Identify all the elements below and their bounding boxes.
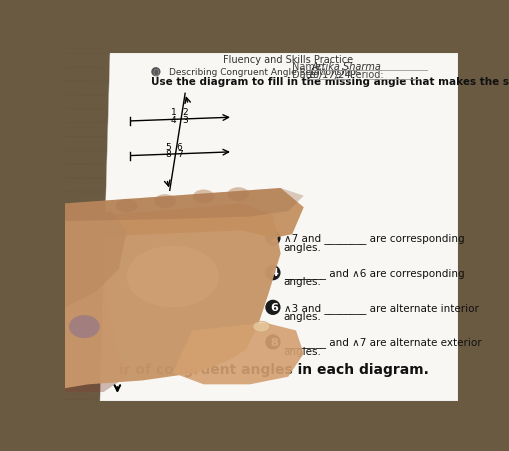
Text: Use the diagram to fill in the missing angle that makes the sentence true.: Use the diagram to fill in the missing a… bbox=[151, 77, 509, 87]
Text: ________ and ∧7 are alternate exterior: ________ and ∧7 are alternate exterior bbox=[283, 336, 480, 347]
Polygon shape bbox=[65, 189, 303, 239]
Text: 2: 2 bbox=[182, 108, 187, 117]
Text: ∧7 and ________ are corresponding: ∧7 and ________ are corresponding bbox=[283, 233, 463, 244]
Text: 10/17/24: 10/17/24 bbox=[307, 70, 351, 80]
Circle shape bbox=[114, 216, 127, 230]
Ellipse shape bbox=[227, 188, 248, 202]
Text: ∧3 and ________ are alternate interior: ∧3 and ________ are alternate interior bbox=[283, 302, 477, 313]
Circle shape bbox=[266, 301, 279, 315]
Polygon shape bbox=[173, 323, 303, 385]
Text: Artika Sharma: Artika Sharma bbox=[311, 61, 381, 71]
Ellipse shape bbox=[252, 322, 269, 332]
Text: ir of congruent angles in each diagram.: ir of congruent angles in each diagram. bbox=[119, 362, 428, 376]
Text: 4: 4 bbox=[171, 115, 176, 124]
Polygon shape bbox=[65, 189, 303, 221]
Text: 5: 5 bbox=[165, 143, 171, 152]
Text: 6: 6 bbox=[270, 302, 277, 313]
Polygon shape bbox=[65, 204, 280, 388]
Ellipse shape bbox=[69, 315, 99, 338]
Text: Name:: Name: bbox=[292, 61, 324, 71]
Text: Fluency and Skills Practice: Fluency and Skills Practice bbox=[223, 55, 353, 65]
Ellipse shape bbox=[154, 195, 176, 208]
Text: 3: 3 bbox=[182, 115, 188, 124]
Circle shape bbox=[266, 335, 279, 349]
Text: 4: 4 bbox=[270, 268, 277, 278]
Text: angles.: angles. bbox=[283, 311, 321, 321]
Text: ior: ior bbox=[215, 327, 229, 336]
Circle shape bbox=[266, 232, 279, 245]
Text: 1: 1 bbox=[118, 218, 125, 228]
Text: <: < bbox=[129, 215, 141, 229]
Text: 1: 1 bbox=[171, 108, 176, 117]
Text: ________ and ∧6 are corresponding: ________ and ∧6 are corresponding bbox=[283, 267, 463, 278]
Text: Date:: Date: bbox=[292, 70, 318, 80]
Text: Describing Congruent Angle Relationships: Describing Congruent Angle Relationships bbox=[168, 68, 359, 77]
Text: 7: 7 bbox=[177, 150, 182, 159]
Text: Q: Q bbox=[152, 69, 158, 78]
Ellipse shape bbox=[151, 68, 160, 77]
Polygon shape bbox=[65, 219, 126, 392]
Text: 8: 8 bbox=[165, 150, 171, 159]
Text: angles.: angles. bbox=[283, 276, 321, 286]
Text: 2: 2 bbox=[270, 233, 277, 243]
Ellipse shape bbox=[126, 246, 218, 308]
Ellipse shape bbox=[116, 199, 137, 213]
Polygon shape bbox=[99, 54, 457, 401]
Text: 6: 6 bbox=[177, 143, 182, 152]
Text: angles.: angles. bbox=[283, 242, 321, 252]
Text: angles.: angles. bbox=[283, 346, 321, 356]
Text: 8: 8 bbox=[270, 337, 277, 347]
Ellipse shape bbox=[192, 190, 214, 204]
Circle shape bbox=[266, 266, 279, 280]
Text: Period:: Period: bbox=[349, 70, 383, 80]
Polygon shape bbox=[65, 212, 126, 308]
